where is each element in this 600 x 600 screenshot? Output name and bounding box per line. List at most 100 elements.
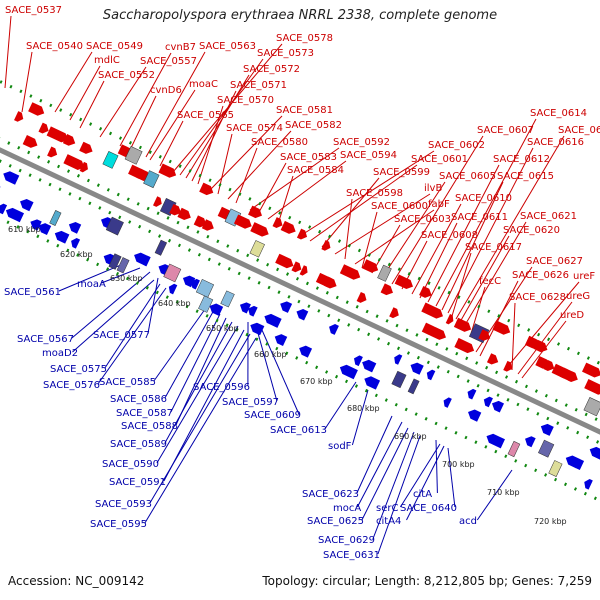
gene-label[interactable]: ureG (566, 291, 590, 302)
gene-label[interactable]: SACE_0607 (477, 125, 534, 136)
gene-label[interactable]: SACE_0625 (307, 516, 364, 527)
gene-label[interactable]: SACE_0561 (4, 287, 61, 298)
gene-label[interactable]: SACE_0599 (373, 167, 430, 178)
gene-label[interactable]: SACE_0593 (95, 499, 152, 510)
gene-label[interactable]: SACE_0602 (428, 140, 485, 151)
gene-label[interactable]: ilvB (424, 183, 442, 194)
gene-label[interactable]: SACE_0631 (323, 550, 380, 561)
gene-label[interactable]: SACE_0557 (140, 56, 197, 67)
gene-label[interactable]: SACE_0598 (346, 188, 403, 199)
gene-label[interactable]: mdlC (94, 55, 120, 66)
leader-line (324, 381, 357, 430)
gene-label[interactable]: fabF (428, 199, 450, 210)
gene-label[interactable]: SACE_0611 (451, 212, 508, 223)
gene-label[interactable]: mocA (333, 503, 361, 514)
gene-label[interactable]: SACE_0609 (244, 410, 301, 421)
gene-label[interactable]: SACE_0576 (43, 380, 100, 391)
forward-gene-arrow (46, 126, 69, 143)
gene-label[interactable]: ureD (560, 310, 584, 321)
gene-label[interactable]: moaC (189, 79, 218, 90)
gene-label[interactable]: SACE_0577 (93, 330, 150, 341)
gene-label[interactable]: SACE_0591 (109, 477, 166, 488)
gene-label[interactable]: SACE_0567 (17, 334, 74, 345)
gene-label[interactable]: SACE_0610 (455, 193, 512, 204)
gene-label[interactable]: SACE_0549 (86, 41, 143, 52)
gene-label[interactable]: SACE_0586 (110, 394, 167, 405)
gene-label[interactable]: SACE_0584 (287, 165, 344, 176)
gene-label[interactable]: moaD2 (42, 348, 78, 359)
gene-label[interactable]: SACE_0626 (512, 270, 569, 281)
gene-label[interactable]: SACE_0627 (526, 256, 583, 267)
gene-label[interactable]: SACE_0565 (177, 110, 234, 121)
gene-label[interactable]: SACE_0592 (333, 137, 390, 148)
gene-label[interactable]: SACE_0605 (439, 171, 496, 182)
gene-label[interactable]: SACE_0615 (497, 171, 554, 182)
gene-label[interactable]: SACE_0616 (527, 137, 584, 148)
feature-block (583, 397, 600, 417)
gene-label[interactable]: SACE_0587 (116, 408, 173, 419)
gene-label[interactable]: SACE_0612 (493, 154, 550, 165)
feature-block (105, 216, 124, 236)
gene-label[interactable]: SACE_0583 (280, 152, 337, 163)
gene-label[interactable]: SACE_0570 (217, 95, 274, 106)
gene-label[interactable]: SACE_0571 (230, 80, 287, 91)
gene-label[interactable]: SACE_0585 (99, 377, 156, 388)
leader-line (99, 66, 147, 138)
gene-label[interactable]: SACE_0594 (340, 150, 397, 161)
leader-line (309, 164, 418, 242)
gene-label[interactable]: SACE_0613 (270, 425, 327, 436)
gene-label[interactable]: SACE_0540 (26, 41, 83, 52)
gene-label[interactable]: ureF (573, 271, 595, 282)
leader-line (179, 58, 264, 176)
gene-label[interactable]: SACE_0590 (102, 459, 159, 470)
gene-label[interactable]: SACE_0597 (222, 397, 279, 408)
gene-label[interactable]: cvnB7 (165, 42, 196, 53)
gene-label[interactable]: SACE_0608 (421, 230, 478, 241)
gene-label[interactable]: SACE_0614 (530, 108, 587, 119)
gene-label[interactable]: SACE_0617 (465, 242, 522, 253)
gene-label[interactable]: SACE_0574 (226, 123, 283, 134)
leader-line (299, 150, 435, 237)
gene-label[interactable]: SACE_0582 (285, 120, 342, 131)
forward-gene-arrow (321, 240, 331, 251)
kbp-tick-label: 680 kbp (347, 404, 380, 413)
gene-label[interactable]: SACE_0575 (50, 364, 107, 375)
gene-label[interactable]: SACE_0620 (503, 225, 560, 236)
gene-label[interactable]: SACE_0537 (5, 5, 62, 16)
gene-label[interactable]: SACE_0603 (394, 214, 451, 225)
gene-label[interactable]: SACE_0581 (276, 105, 333, 116)
gene-label[interactable]: SACE_0588 (121, 421, 178, 432)
gene-label[interactable]: SACE_0600 (371, 201, 428, 212)
gene-label[interactable]: SACE_0629 (318, 535, 375, 546)
forward-gene-arrow (275, 253, 294, 269)
gene-label[interactable]: SACE_0595 (90, 519, 147, 530)
forward-gene-arrow (38, 122, 49, 134)
gene-label[interactable]: SACE_0621 (520, 211, 577, 222)
gene-label[interactable]: serC (376, 503, 398, 514)
gene-label[interactable]: SACE_0640 (400, 503, 457, 514)
forward-gene-arrow (454, 337, 475, 354)
gene-label[interactable]: SACE_0618 (558, 125, 600, 136)
gene-label[interactable]: SACE_0628 (509, 292, 566, 303)
reverse-gene-arrow (584, 479, 593, 490)
gene-label[interactable]: SACE_0596 (193, 382, 250, 393)
gene-label[interactable]: SACE_0572 (243, 64, 300, 75)
gene-label[interactable]: SACE_0601 (411, 154, 468, 165)
reverse-gene-arrow (426, 369, 436, 381)
gene-label[interactable]: sodF (328, 441, 352, 452)
gene-label[interactable]: SACE_0589 (110, 439, 167, 450)
gene-label[interactable]: citA (413, 489, 432, 500)
gene-label[interactable]: fecC (479, 276, 501, 287)
gene-label[interactable]: cvnD6 (150, 85, 182, 96)
gene-label[interactable]: moaA (77, 279, 106, 290)
gene-label[interactable]: acd (459, 516, 477, 527)
kbp-tick-label: 640 kbp (158, 299, 191, 308)
gene-label[interactable]: SACE_0552 (98, 70, 155, 81)
gene-label[interactable]: SACE_0580 (251, 137, 308, 148)
gene-label[interactable]: SACE_0563 (199, 41, 256, 52)
gene-label[interactable]: SACE_0578 (276, 33, 333, 44)
gene-label[interactable]: citA4 (376, 516, 401, 527)
gene-label[interactable]: SACE_0573 (257, 48, 314, 59)
gene-label[interactable]: SACE_0623 (302, 489, 359, 500)
forward-gene-arrow (158, 163, 177, 178)
